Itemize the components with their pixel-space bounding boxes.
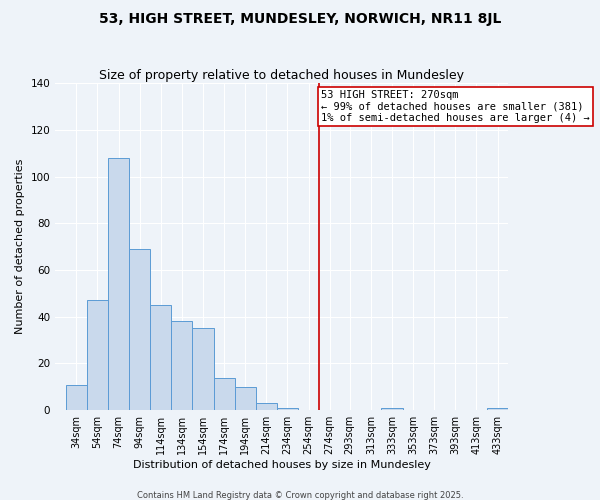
Bar [193, 328, 214, 410]
Bar [487, 408, 508, 410]
Bar [66, 384, 87, 410]
Bar [87, 300, 108, 410]
Bar [235, 387, 256, 410]
X-axis label: Distribution of detached houses by size in Mundesley: Distribution of detached houses by size … [133, 460, 431, 470]
Text: 53 HIGH STREET: 270sqm
← 99% of detached houses are smaller (381)
1% of semi-det: 53 HIGH STREET: 270sqm ← 99% of detached… [321, 90, 590, 124]
Text: 53, HIGH STREET, MUNDESLEY, NORWICH, NR11 8JL: 53, HIGH STREET, MUNDESLEY, NORWICH, NR1… [99, 12, 501, 26]
Title: Size of property relative to detached houses in Mundesley: Size of property relative to detached ho… [99, 69, 464, 82]
Text: Contains HM Land Registry data © Crown copyright and database right 2025.: Contains HM Land Registry data © Crown c… [137, 490, 463, 500]
Bar [256, 403, 277, 410]
Bar [172, 322, 193, 410]
Y-axis label: Number of detached properties: Number of detached properties [15, 159, 25, 334]
Bar [129, 249, 150, 410]
Bar [277, 408, 298, 410]
Bar [214, 378, 235, 410]
Bar [150, 305, 172, 410]
Bar [382, 408, 403, 410]
Bar [108, 158, 129, 410]
